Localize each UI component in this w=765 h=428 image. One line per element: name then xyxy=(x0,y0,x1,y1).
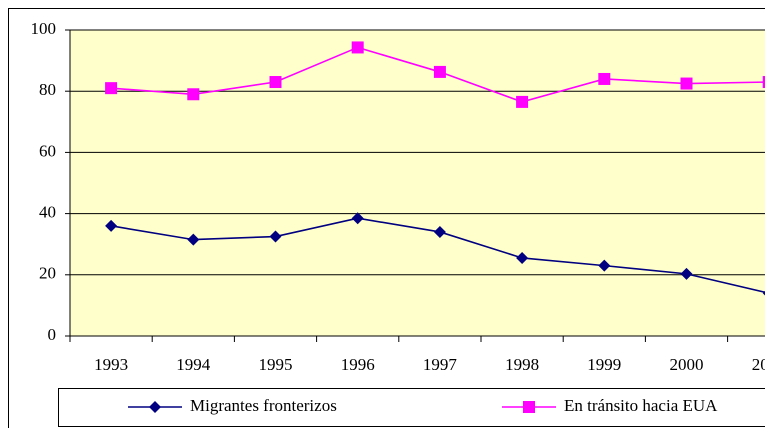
y-tick-label: 40 xyxy=(39,203,56,222)
data-point xyxy=(680,267,693,280)
data-point xyxy=(762,76,765,89)
data-point xyxy=(433,65,446,78)
y-tick-label: 20 xyxy=(39,264,56,283)
data-point xyxy=(105,219,118,232)
y-tick-label: 0 xyxy=(48,325,57,344)
data-point xyxy=(433,225,446,238)
data-point xyxy=(187,88,200,101)
data-point xyxy=(762,290,765,296)
x-tick-label: 1996 xyxy=(341,355,375,374)
legend-label: Migrantes fronterizos xyxy=(190,396,337,415)
data-point xyxy=(516,251,529,264)
data-point xyxy=(269,230,282,243)
legend-marker xyxy=(149,401,161,413)
x-tick-label: 2001 xyxy=(752,355,765,374)
x-tick-label: 1994 xyxy=(176,355,211,374)
x-tick-label: 1998 xyxy=(505,355,539,374)
plot-background xyxy=(69,29,765,337)
x-tick-label: 1993 xyxy=(94,355,128,374)
legend-marker xyxy=(523,401,535,413)
data-point xyxy=(351,41,364,54)
data-point xyxy=(598,72,611,85)
y-tick-label: 100 xyxy=(31,19,57,38)
data-point xyxy=(351,212,364,225)
data-point xyxy=(187,233,200,246)
x-tick-label: 2000 xyxy=(670,355,704,374)
y-tick-label: 80 xyxy=(39,80,56,99)
x-tick-label: 1997 xyxy=(423,355,458,374)
legend-label: En tránsito hacia EUA xyxy=(564,396,718,415)
y-tick-label: 60 xyxy=(39,141,56,160)
data-point xyxy=(269,76,282,89)
data-point xyxy=(680,77,693,90)
x-tick-label: 1999 xyxy=(587,355,621,374)
x-tick-label: 1995 xyxy=(259,355,293,374)
data-point xyxy=(516,95,529,108)
data-point xyxy=(598,259,611,272)
data-point xyxy=(105,82,118,95)
